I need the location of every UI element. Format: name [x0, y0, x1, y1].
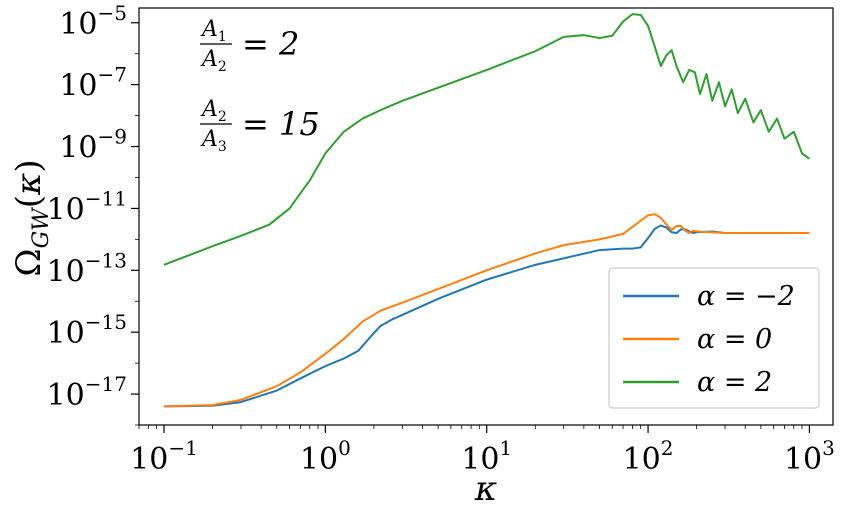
y-tick-label: 10−13 — [47, 248, 127, 289]
x-axis-label: κ — [474, 469, 497, 509]
x-tick-label: 100 — [300, 436, 351, 477]
legend-label-2: α = 2 — [697, 367, 772, 398]
x-tick-label: 102 — [623, 436, 674, 477]
x-tick-label: 101 — [461, 436, 512, 477]
plot-frame — [138, 7, 834, 426]
y-tick-label: 10−9 — [59, 125, 127, 166]
x-tick-label: 10−1 — [130, 436, 198, 477]
y-axis: 10−5 10−7 10−9 10−11 10−13 10−15 10−17 — [47, 1, 139, 426]
legend-label-1: α = 0 — [697, 324, 772, 355]
series-layer — [163, 13, 811, 408]
y-tick-label: 10−15 — [47, 310, 127, 351]
y-tick-label: 10−11 — [47, 186, 127, 227]
fraction-numerator: A2 — [200, 97, 227, 125]
legend: α = −2 α = 0 α = 2 — [608, 267, 820, 409]
series-line-1 — [163, 213, 810, 408]
series-line-2 — [163, 13, 811, 266]
legend-label-0: α = −2 — [697, 281, 795, 312]
x-axis: 10−1 100 101 102 103 — [130, 425, 835, 477]
y-tick-label: 10−7 — [59, 63, 127, 104]
x-tick-label: 103 — [784, 436, 835, 477]
y-tick-label: 10−5 — [59, 1, 127, 42]
fraction-value: = 2 — [242, 25, 299, 63]
y-tick-label: 10−17 — [47, 372, 127, 413]
fraction-value: = 15 — [242, 105, 320, 143]
legend-box — [608, 267, 820, 409]
